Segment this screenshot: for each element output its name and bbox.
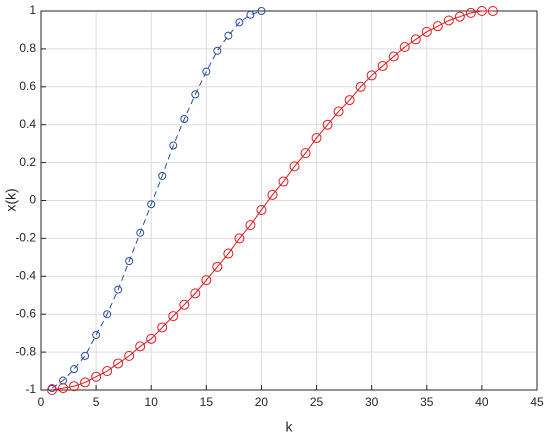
data-point (124, 350, 135, 361)
data-point (212, 261, 223, 272)
x-tick-label: 15 (200, 395, 214, 409)
series-line (51, 10, 262, 389)
data-point (432, 21, 443, 32)
data-point (344, 95, 355, 106)
data-point (476, 6, 487, 16)
data-point (191, 90, 200, 99)
data-point (91, 371, 102, 382)
data-point (168, 311, 179, 322)
data-point (443, 15, 454, 26)
data-point (48, 384, 57, 393)
y-tick-label: 0.6 (19, 79, 36, 93)
data-point (333, 106, 344, 117)
y-tick-label: 1 (29, 3, 36, 17)
x-tick-label: 25 (310, 395, 324, 409)
data-point (224, 31, 233, 40)
x-tick-label: 45 (530, 395, 544, 409)
x-tick-label: 5 (93, 395, 100, 409)
data-point (355, 81, 366, 92)
data-point (179, 299, 190, 310)
x-tick-label: 35 (420, 395, 434, 409)
data-point (257, 7, 266, 15)
y-axis-label: x(k) (3, 188, 19, 211)
data-point (47, 385, 58, 395)
data-point (92, 331, 101, 340)
x-tick-label: 30 (365, 395, 379, 409)
data-point (235, 18, 244, 27)
data-point (300, 148, 311, 159)
data-point (80, 377, 91, 388)
data-point (135, 341, 146, 352)
y-tick-label: 0 (29, 193, 36, 207)
y-tick-label: 0.2 (19, 155, 36, 169)
data-point (180, 115, 189, 124)
y-tick-label: -0.8 (15, 344, 36, 358)
data-point (322, 119, 333, 130)
data-point (113, 358, 124, 369)
data-point (421, 26, 432, 37)
data-point (246, 10, 255, 19)
data-point (454, 11, 465, 22)
data-point (146, 333, 157, 344)
y-tick-label: 0.4 (19, 117, 36, 131)
data-point (102, 366, 113, 377)
data-point (399, 42, 410, 53)
data-point (289, 161, 300, 172)
data-point (103, 310, 112, 319)
data-point (169, 141, 178, 150)
data-point (58, 383, 69, 394)
y-tick-label: 0.8 (19, 41, 36, 55)
data-point (223, 248, 234, 259)
x-tick-label: 10 (145, 395, 159, 409)
data-point (125, 257, 134, 266)
data-point (465, 7, 476, 18)
data-point (81, 351, 90, 360)
data-point (213, 46, 222, 55)
y-tick-label: -0.2 (15, 231, 36, 245)
data-point (114, 285, 123, 294)
data-point (201, 275, 212, 286)
y-tick-label: -1 (25, 382, 36, 396)
x-axis-label: k (286, 419, 294, 435)
data-point (278, 176, 289, 187)
data-point (70, 365, 79, 374)
data-point (410, 34, 421, 45)
data-point (136, 228, 145, 237)
y-tick-label: -0.6 (15, 306, 36, 320)
data-point (388, 51, 399, 62)
data-point (158, 171, 167, 180)
data-point (311, 132, 322, 143)
data-point (69, 381, 80, 392)
data-point (377, 60, 388, 71)
data-point (487, 6, 498, 16)
data-point (234, 233, 245, 244)
data-point (256, 204, 267, 215)
x-tick-label: 0 (38, 395, 45, 409)
y-tick-label: -0.4 (15, 268, 36, 282)
data-point (202, 67, 211, 76)
data-point (190, 288, 201, 299)
data-point (245, 220, 256, 231)
data-point (267, 189, 278, 200)
x-tick-label: 40 (475, 395, 489, 409)
data-point (147, 200, 156, 209)
data-point (157, 322, 168, 333)
x-tick-label: 20 (255, 395, 269, 409)
data-point (366, 70, 377, 81)
plot-frame (40, 10, 538, 391)
